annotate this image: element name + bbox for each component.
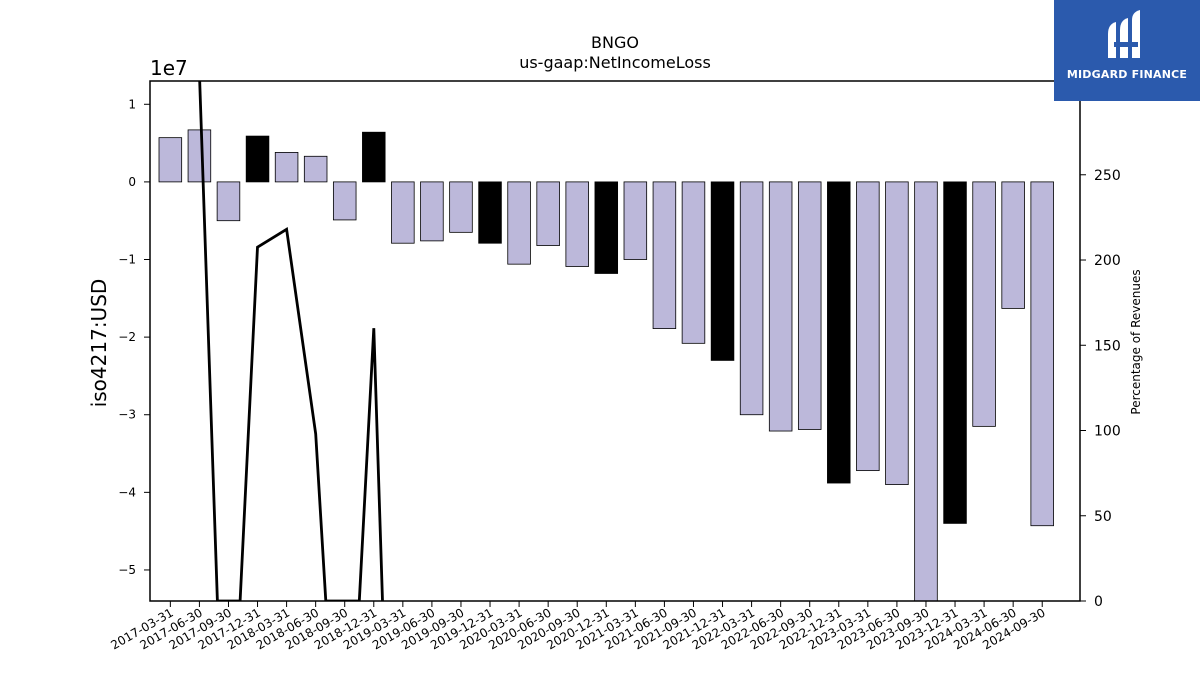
bar [710, 181, 735, 361]
bar [594, 181, 619, 274]
bar [274, 152, 299, 183]
y-tick-label: −3 [118, 408, 136, 422]
bar [972, 181, 996, 427]
y-tick-label: 0 [128, 175, 136, 189]
y-tick-label: −1 [118, 253, 136, 267]
y-tick-label: 1 [128, 97, 136, 111]
logo-text: MIDGARD FINANCE [1066, 68, 1188, 81]
y-axis-label: iso4217:USD [87, 279, 111, 408]
bar [303, 155, 328, 183]
y2-tick-label: 200 [1094, 253, 1121, 269]
bar [797, 181, 822, 430]
midgard-finance-logo: MIDGARD FINANCE [1054, 0, 1200, 101]
y2-tick-label: 100 [1094, 424, 1121, 440]
series-line [198, 81, 384, 601]
bar [449, 181, 473, 233]
bar [187, 129, 212, 183]
bar [681, 181, 706, 344]
bar [1030, 181, 1054, 527]
bar [1001, 181, 1025, 309]
bar [216, 181, 241, 222]
bar [507, 181, 531, 265]
x-axis-ticks: 2017-03-312017-06-302017-09-302017-12-31… [108, 601, 1048, 652]
bar [536, 181, 560, 246]
bar [768, 181, 793, 432]
bar [362, 131, 386, 183]
bar [885, 181, 909, 485]
y-offset-label: 1e7 [150, 56, 188, 80]
bar [245, 135, 270, 183]
bar [158, 137, 183, 183]
y2-tick-label: 0 [1094, 594, 1103, 610]
bars-layer [158, 129, 1054, 602]
bar [391, 181, 415, 244]
bar [827, 181, 851, 484]
chart-subtitle: us-gaap:NetIncomeLoss [519, 53, 711, 72]
y-tick-label: −4 [118, 485, 136, 499]
bar [943, 181, 967, 524]
y2-axis-label: Percentage of Revenues [1129, 269, 1143, 414]
bar [856, 181, 880, 472]
y-tick-label: −2 [118, 330, 136, 344]
bar [420, 181, 444, 242]
plot-frame [149, 80, 1081, 602]
bar [739, 181, 764, 416]
bar [332, 181, 357, 221]
y2-tick-label: 150 [1094, 338, 1121, 354]
bar [914, 181, 938, 602]
midgard-logo-icon [1108, 10, 1140, 58]
y-axis-ticks: 1 0 −1 −2 −3 −4 −5 [118, 97, 150, 577]
chart-title: BNGO [591, 33, 639, 52]
y2-axis-ticks: 0 50 100 150 200 250 [1080, 168, 1121, 610]
bar [478, 181, 502, 244]
bar [652, 181, 677, 329]
line-layer [198, 81, 384, 601]
bar [623, 181, 648, 260]
y2-tick-label: 250 [1094, 168, 1121, 184]
y-tick-label: −5 [118, 563, 136, 577]
bar [565, 181, 589, 267]
y2-tick-label: 50 [1094, 509, 1112, 525]
